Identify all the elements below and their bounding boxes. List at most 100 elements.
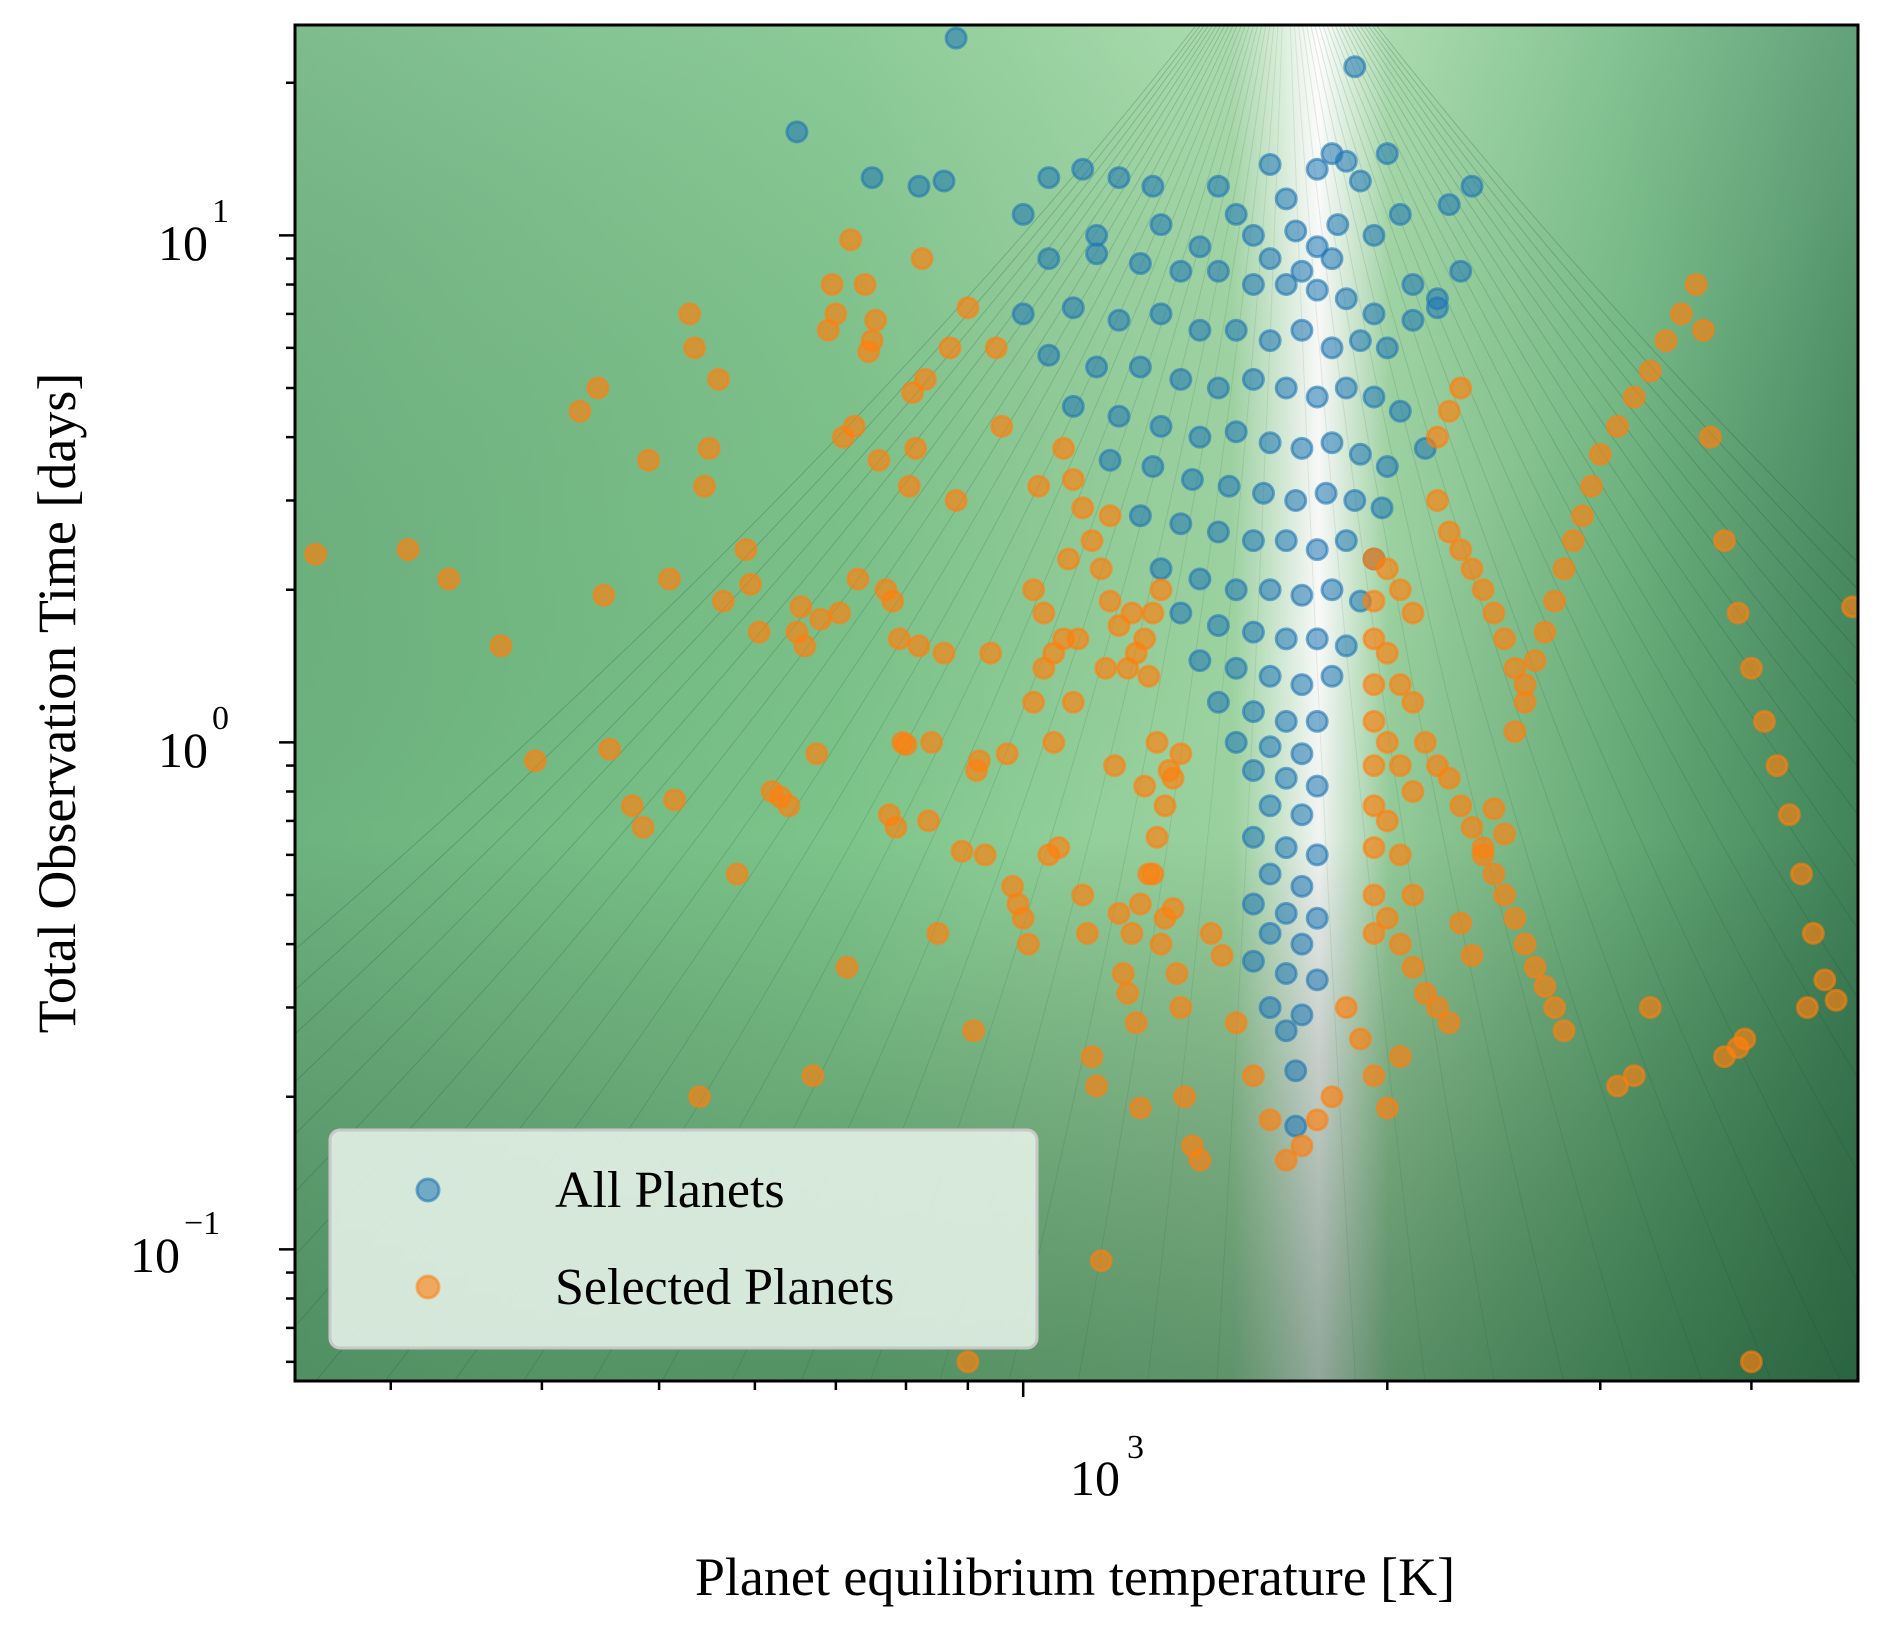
all-planet-point [1206, 259, 1230, 283]
selected-planet-point [1449, 794, 1473, 818]
all-planet-point [1011, 202, 1035, 226]
selected-planet-point [1580, 474, 1603, 498]
selected-planet-point [1022, 690, 1046, 714]
selected-planet-point [805, 742, 829, 766]
x-axis-label: Planet equilibrium temperature [K] [695, 1547, 1455, 1607]
selected-planet-point [1460, 557, 1484, 581]
all-planet-point [1241, 949, 1265, 973]
contour-line [1371, 25, 1858, 591]
all-planet-point [1128, 252, 1152, 275]
selected-planet-point [910, 247, 934, 271]
contour-line [1147, 25, 1279, 1381]
selected-planet-point [1482, 797, 1506, 821]
selected-planet-point [489, 634, 513, 658]
all-planet-point [1334, 529, 1358, 553]
selected-planet-point [917, 809, 940, 833]
selected-planet-point [678, 302, 702, 326]
contour-line [1326, 25, 1858, 1173]
selected-planet-point [1334, 996, 1358, 1019]
selected-planet-point [1362, 627, 1386, 651]
selected-planet-point [1111, 962, 1135, 985]
all-planet-point [1284, 489, 1308, 512]
all-planet-point [1290, 803, 1314, 827]
all-planet-point [1284, 1059, 1308, 1083]
selected-planet-point [1523, 649, 1547, 673]
selected-planet-point [304, 542, 328, 566]
selected-planet-point [1061, 468, 1085, 491]
selected-planet-point [1493, 627, 1516, 651]
contour-line [1375, 25, 1858, 564]
selected-planet-point [1042, 730, 1066, 754]
all-planet-point [1224, 318, 1248, 342]
all-planet-point [1305, 278, 1329, 302]
all-planet-point [1290, 874, 1314, 898]
all-planet-point [1290, 673, 1314, 697]
all-planet-point [1071, 157, 1095, 181]
selected-planet-point [1071, 883, 1095, 907]
all-planet-point [1274, 187, 1298, 211]
selected-planet-point [1057, 547, 1080, 571]
selected-planet-point [1149, 578, 1173, 602]
selected-planet-point [1241, 1064, 1265, 1088]
y-tick-label-0.1-exp: −1 [184, 1205, 220, 1242]
selected-planet-point [697, 436, 721, 460]
all-planet-point [1320, 664, 1344, 688]
contour-line [1359, 25, 1858, 687]
all-planet-point [1290, 318, 1314, 342]
all-planet-point [1258, 794, 1282, 818]
all-planet-point [1188, 649, 1212, 673]
selected-planet-point [1733, 1027, 1757, 1051]
all-planet-point [1305, 385, 1329, 409]
selected-planet-point [1137, 664, 1161, 688]
plot-frame [293, 23, 1860, 1383]
selected-planet-point [1124, 1011, 1148, 1035]
selected-planet-point [1145, 730, 1169, 754]
all-planet-point [1085, 355, 1109, 379]
selected-planet-point [1437, 399, 1461, 423]
selected-planet-point [1622, 1064, 1646, 1088]
y-tick-label-0.1: 10 −1 [130, 1205, 220, 1283]
selected-planet-point [1274, 1148, 1298, 1172]
selected-planet-point [956, 296, 980, 320]
selected-planet-point [1437, 766, 1461, 790]
all-planet-point [1169, 259, 1193, 283]
all-planet-point [1388, 202, 1412, 226]
legend-marker-all-planets [415, 1177, 441, 1203]
selected-planet-point [950, 839, 974, 863]
selected-planet-point [1362, 836, 1386, 860]
all-planet-point [1290, 259, 1314, 283]
selected-planet-point [1258, 1108, 1282, 1132]
all-planet-point [1284, 219, 1308, 243]
selected-planet-point [1362, 921, 1386, 945]
all-planet-point [1305, 906, 1329, 930]
plot-area [293, 23, 1860, 1383]
all-planet-point [1241, 892, 1265, 916]
selected-planet-point [637, 448, 660, 472]
all-planet-point [1206, 376, 1230, 400]
selected-planet-point [1388, 754, 1412, 778]
all-planet-point [1258, 996, 1282, 1019]
selected-planet-point [1777, 803, 1801, 827]
all-planet-point [1011, 302, 1035, 326]
selected-planet-point [1011, 906, 1035, 930]
selected-planet-point [1362, 1064, 1386, 1088]
selected-planet-point [1513, 673, 1537, 697]
selected-planet-point [1503, 906, 1527, 930]
selected-planet-point [1669, 302, 1693, 326]
selected-planet-point [1460, 815, 1484, 839]
selected-planet-point [683, 336, 707, 360]
all-planet-point [1206, 690, 1230, 714]
selected-planet-point [881, 589, 905, 613]
selected-planet-point [568, 399, 592, 423]
selected-planet-point [707, 367, 731, 391]
all-planet-point [1290, 1003, 1314, 1027]
selected-planet-point [1375, 1096, 1399, 1120]
selected-planet-point [1638, 996, 1662, 1019]
all-planet-point [1107, 308, 1131, 332]
all-planet-point [1362, 223, 1386, 247]
all-planet-point [860, 166, 884, 190]
selected-planet-point [1128, 1096, 1152, 1120]
all-planet-point [1348, 329, 1372, 353]
selected-planet-point [913, 367, 937, 391]
x-tick-label-1000-base: 10 [1070, 1450, 1120, 1506]
